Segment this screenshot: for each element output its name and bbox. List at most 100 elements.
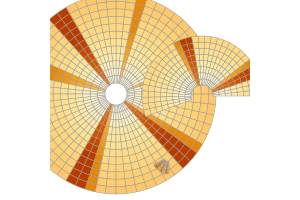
- Wedge shape: [47, 151, 59, 163]
- Wedge shape: [180, 62, 190, 72]
- Wedge shape: [91, 86, 98, 90]
- Wedge shape: [85, 105, 94, 111]
- Wedge shape: [153, 37, 163, 47]
- Wedge shape: [103, 31, 110, 40]
- Wedge shape: [154, 174, 166, 185]
- Wedge shape: [31, 94, 39, 103]
- Wedge shape: [36, 137, 47, 148]
- Wedge shape: [59, 131, 69, 141]
- Wedge shape: [97, 65, 103, 73]
- Wedge shape: [192, 61, 197, 68]
- Wedge shape: [193, 74, 197, 80]
- Wedge shape: [138, 64, 146, 72]
- Wedge shape: [179, 100, 186, 104]
- Wedge shape: [151, 27, 162, 37]
- Wedge shape: [234, 78, 242, 85]
- Wedge shape: [185, 70, 191, 77]
- Wedge shape: [97, 75, 104, 82]
- Wedge shape: [155, 118, 164, 127]
- Wedge shape: [186, 86, 194, 94]
- Wedge shape: [162, 104, 170, 111]
- Wedge shape: [224, 48, 232, 56]
- Wedge shape: [207, 55, 213, 62]
- Wedge shape: [75, 94, 83, 98]
- Wedge shape: [68, 84, 76, 90]
- Wedge shape: [53, 135, 64, 146]
- Wedge shape: [176, 46, 184, 54]
- Wedge shape: [157, 77, 164, 83]
- Wedge shape: [148, 86, 156, 91]
- Wedge shape: [94, 25, 103, 34]
- Wedge shape: [155, 102, 163, 109]
- Wedge shape: [47, 107, 56, 116]
- Wedge shape: [151, 111, 160, 118]
- Wedge shape: [88, 43, 96, 52]
- Wedge shape: [123, 54, 129, 62]
- Wedge shape: [145, 155, 155, 165]
- Wedge shape: [168, 82, 175, 87]
- Wedge shape: [205, 79, 208, 86]
- Wedge shape: [79, 49, 88, 58]
- Wedge shape: [148, 145, 157, 155]
- Wedge shape: [151, 151, 162, 161]
- Wedge shape: [167, 97, 173, 101]
- Wedge shape: [122, 111, 127, 119]
- Wedge shape: [83, 99, 92, 104]
- Wedge shape: [66, 157, 77, 168]
- Wedge shape: [94, 103, 101, 109]
- Wedge shape: [160, 68, 168, 75]
- Wedge shape: [80, 121, 89, 130]
- Wedge shape: [98, 87, 106, 91]
- Wedge shape: [125, 98, 133, 103]
- Wedge shape: [107, 54, 112, 61]
- Wedge shape: [179, 89, 186, 93]
- Wedge shape: [225, 56, 233, 64]
- Wedge shape: [86, 116, 94, 124]
- Wedge shape: [58, 117, 68, 125]
- Wedge shape: [218, 86, 224, 90]
- Wedge shape: [140, 55, 148, 64]
- Wedge shape: [18, 113, 28, 125]
- Wedge shape: [197, 67, 200, 73]
- Wedge shape: [113, 112, 116, 120]
- Wedge shape: [179, 32, 191, 44]
- Wedge shape: [31, 85, 39, 94]
- Wedge shape: [160, 71, 169, 79]
- Wedge shape: [77, 155, 87, 165]
- Wedge shape: [118, 68, 122, 76]
- Wedge shape: [224, 87, 231, 91]
- Wedge shape: [87, 151, 97, 161]
- Wedge shape: [161, 122, 170, 131]
- Wedge shape: [155, 64, 164, 72]
- Wedge shape: [35, 148, 47, 161]
- Wedge shape: [162, 160, 165, 163]
- Wedge shape: [125, 85, 133, 90]
- Wedge shape: [126, 97, 134, 101]
- Wedge shape: [136, 136, 144, 145]
- Wedge shape: [90, 168, 100, 177]
- Wedge shape: [229, 81, 236, 87]
- Wedge shape: [131, 103, 138, 109]
- Wedge shape: [159, 60, 167, 68]
- Wedge shape: [167, 68, 176, 77]
- Wedge shape: [131, 113, 138, 121]
- Wedge shape: [92, 50, 100, 59]
- Wedge shape: [125, 2, 135, 11]
- Wedge shape: [138, 116, 146, 124]
- Wedge shape: [148, 81, 156, 87]
- Wedge shape: [116, 46, 121, 54]
- Wedge shape: [143, 78, 151, 85]
- Wedge shape: [106, 69, 110, 77]
- Wedge shape: [178, 20, 190, 32]
- Wedge shape: [100, 124, 106, 133]
- Wedge shape: [90, 96, 98, 99]
- Wedge shape: [92, 121, 99, 129]
- Wedge shape: [58, 36, 69, 47]
- Wedge shape: [45, 55, 55, 65]
- Wedge shape: [109, 157, 116, 164]
- Wedge shape: [155, 61, 164, 70]
- Wedge shape: [116, 16, 124, 24]
- Wedge shape: [76, 97, 83, 102]
- Wedge shape: [108, 164, 116, 172]
- Wedge shape: [157, 166, 161, 170]
